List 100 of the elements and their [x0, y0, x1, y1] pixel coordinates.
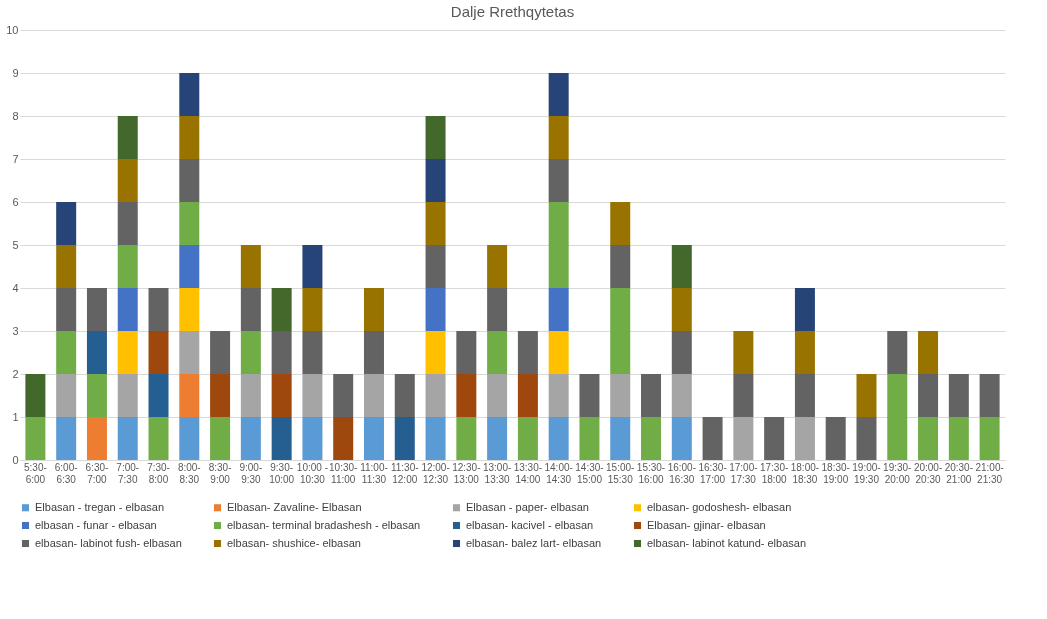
- bar: [148, 331, 169, 374]
- bar: [363, 331, 384, 374]
- x-tick-label: 6:00-6:30: [54, 461, 78, 485]
- bar: [86, 288, 107, 331]
- legend-label: elbasan- terminal bradashesh - elbasan: [227, 518, 421, 531]
- y-tick-label: 4: [12, 281, 19, 294]
- bar: [671, 288, 692, 331]
- bar: [271, 417, 292, 460]
- bar: [240, 417, 261, 460]
- bar: [979, 374, 1000, 417]
- x-tick-label: 19:00-19:30: [852, 461, 881, 485]
- bar: [856, 374, 877, 417]
- bar: [456, 331, 477, 374]
- bar: [425, 245, 446, 288]
- x-tick-label: 17:00-17:30: [729, 461, 758, 485]
- x-tick-label: 10:00 - 10:30: [296, 461, 328, 485]
- bar: [548, 116, 569, 159]
- y-tick-label: 8: [12, 109, 19, 122]
- bar: [363, 374, 384, 417]
- bar: [425, 331, 446, 374]
- bar: [425, 202, 446, 245]
- y-tick-label: 3: [12, 324, 19, 337]
- bar: [825, 417, 846, 460]
- bar: [425, 417, 446, 460]
- bar: [856, 417, 877, 460]
- x-tick-label: 15:30-16:00: [636, 461, 666, 485]
- legend-label: elbasan- balez lart- elbasan: [466, 536, 602, 549]
- x-tick-label: 13:00-13:30: [482, 461, 512, 485]
- bar: [179, 159, 200, 202]
- bar: [948, 417, 969, 460]
- bar: [733, 374, 754, 417]
- x-tick-label: 14:30-15:00: [575, 461, 604, 485]
- bar: [548, 159, 569, 202]
- x-tick-label: 12:00-12:30: [421, 461, 450, 485]
- x-tick-label: 9:00-9:30: [239, 461, 263, 485]
- x-tick-label: 10:30-11:00: [329, 461, 358, 485]
- bar: [979, 417, 1000, 460]
- x-tick-label: 18:00-18:30: [790, 461, 820, 485]
- bar: [363, 417, 384, 460]
- bar: [610, 417, 631, 460]
- bar: [887, 331, 908, 374]
- y-tick-label: 10: [6, 23, 19, 36]
- bar: [610, 245, 631, 288]
- bar: [333, 417, 354, 460]
- x-tick-label: 13:30-14:00: [513, 461, 543, 485]
- bar: [179, 331, 200, 374]
- bar: [333, 374, 354, 417]
- legend-label: Elbasan - tregan - elbasan: [35, 500, 165, 513]
- bar: [918, 417, 939, 460]
- bar: [302, 245, 323, 288]
- bar: [179, 374, 200, 417]
- bar: [425, 374, 446, 417]
- x-tick-label: 6:30-7:00: [85, 461, 109, 485]
- bar: [425, 116, 446, 159]
- bar: [271, 288, 292, 331]
- bar: [86, 374, 107, 417]
- bar: [487, 288, 508, 331]
- bar: [179, 116, 200, 159]
- bar: [887, 374, 908, 460]
- bar: [579, 417, 600, 460]
- x-tick-label: 5:30-6:00: [23, 461, 47, 485]
- bar: [302, 288, 323, 331]
- bar: [240, 245, 261, 288]
- bar: [179, 73, 200, 116]
- x-tick-label: 12:30-13:00: [452, 461, 481, 485]
- legend-label: Elbasan- Zavaline- Elbasan: [227, 500, 362, 513]
- x-tick-label: 7:00-7:30: [116, 461, 140, 485]
- bar: [302, 331, 323, 374]
- bar: [641, 417, 662, 460]
- legend-label: Elbasan- gjinar- elbasan: [647, 518, 766, 531]
- bar: [456, 374, 477, 417]
- bar: [487, 245, 508, 288]
- bar: [179, 245, 200, 288]
- bar: [56, 288, 77, 331]
- y-tick-label: 7: [12, 152, 19, 165]
- bar: [117, 202, 138, 245]
- bar: [117, 331, 138, 374]
- bar: [25, 417, 46, 460]
- bar: [794, 331, 815, 374]
- bar: [148, 374, 169, 417]
- bar: [117, 417, 138, 460]
- bar: [671, 245, 692, 288]
- bar: [117, 116, 138, 159]
- bar: [240, 331, 261, 374]
- x-tick-label: 17:30-18:00: [759, 461, 789, 485]
- bar: [210, 374, 231, 417]
- legend-label: Elbasan - paper- elbasan: [466, 500, 589, 513]
- bar: [117, 159, 138, 202]
- bar: [210, 331, 231, 374]
- x-tick-label: 18:30-19:00: [821, 461, 850, 485]
- bar: [733, 417, 754, 460]
- legend-label: elbasan- shushice- elbasan: [227, 536, 361, 549]
- x-tick-label: 16:00-16:30: [667, 461, 696, 485]
- bar: [733, 331, 754, 374]
- chart-title: Dalje Rrethqytetas: [450, 3, 575, 20]
- x-tick-label: 15:00-15:30: [606, 461, 635, 485]
- legend-label: elbasan- godoshesh- elbasan: [647, 500, 792, 513]
- bar: [579, 374, 600, 417]
- legend-label: elbasan- labinot katund- elbasan: [647, 536, 807, 549]
- bar: [548, 202, 569, 288]
